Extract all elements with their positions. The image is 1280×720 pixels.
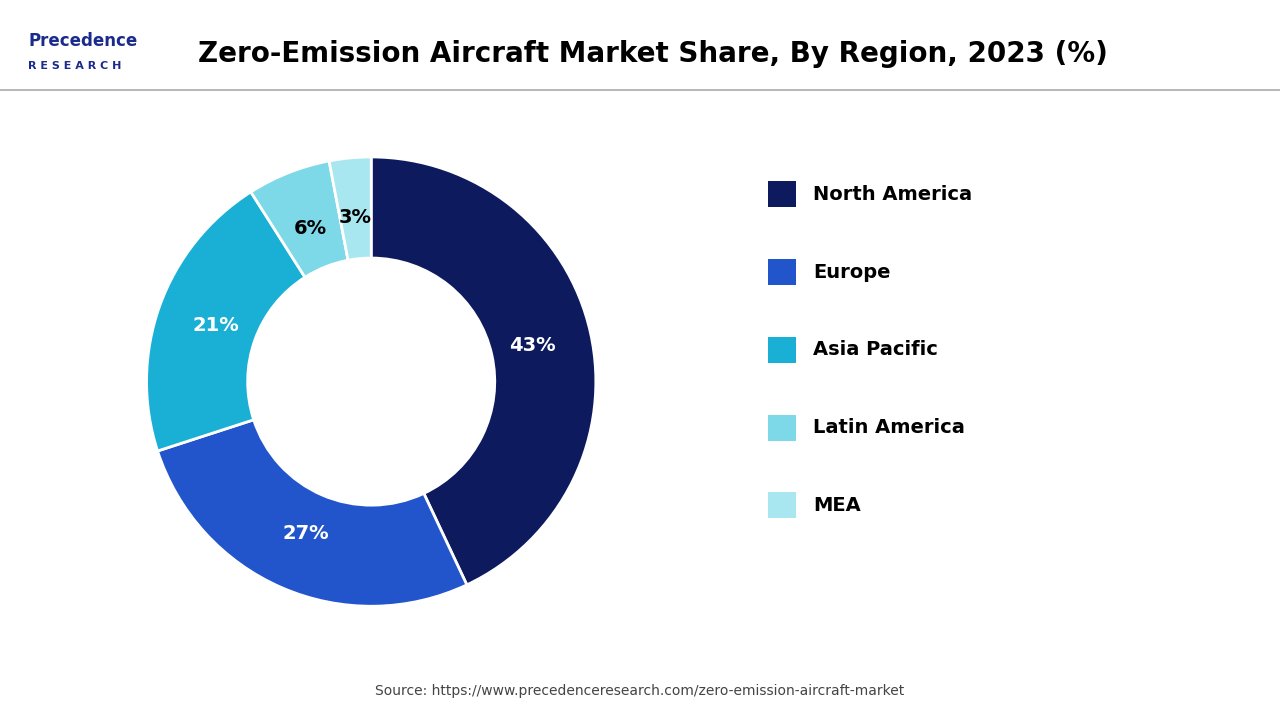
Wedge shape <box>147 192 305 451</box>
Wedge shape <box>371 157 595 585</box>
Text: Source: https://www.precedenceresearch.com/zero-emission-aircraft-market: Source: https://www.precedenceresearch.c… <box>375 685 905 698</box>
Text: 21%: 21% <box>192 316 239 336</box>
Text: Zero-Emission Aircraft Market Share, By Region, 2023 (%): Zero-Emission Aircraft Market Share, By … <box>198 40 1108 68</box>
Text: R E S E A R C H: R E S E A R C H <box>28 61 122 71</box>
Text: Latin America: Latin America <box>813 418 965 437</box>
Text: North America: North America <box>813 185 972 204</box>
Text: Precedence: Precedence <box>28 32 137 50</box>
Wedge shape <box>329 157 371 260</box>
Text: MEA: MEA <box>813 496 860 515</box>
Text: 6%: 6% <box>294 219 326 238</box>
Text: 43%: 43% <box>509 336 556 355</box>
Text: Europe: Europe <box>813 263 891 282</box>
Wedge shape <box>251 161 348 277</box>
Text: 27%: 27% <box>283 523 329 543</box>
Text: 3%: 3% <box>339 208 372 227</box>
Text: Asia Pacific: Asia Pacific <box>813 341 938 359</box>
Wedge shape <box>157 420 467 606</box>
